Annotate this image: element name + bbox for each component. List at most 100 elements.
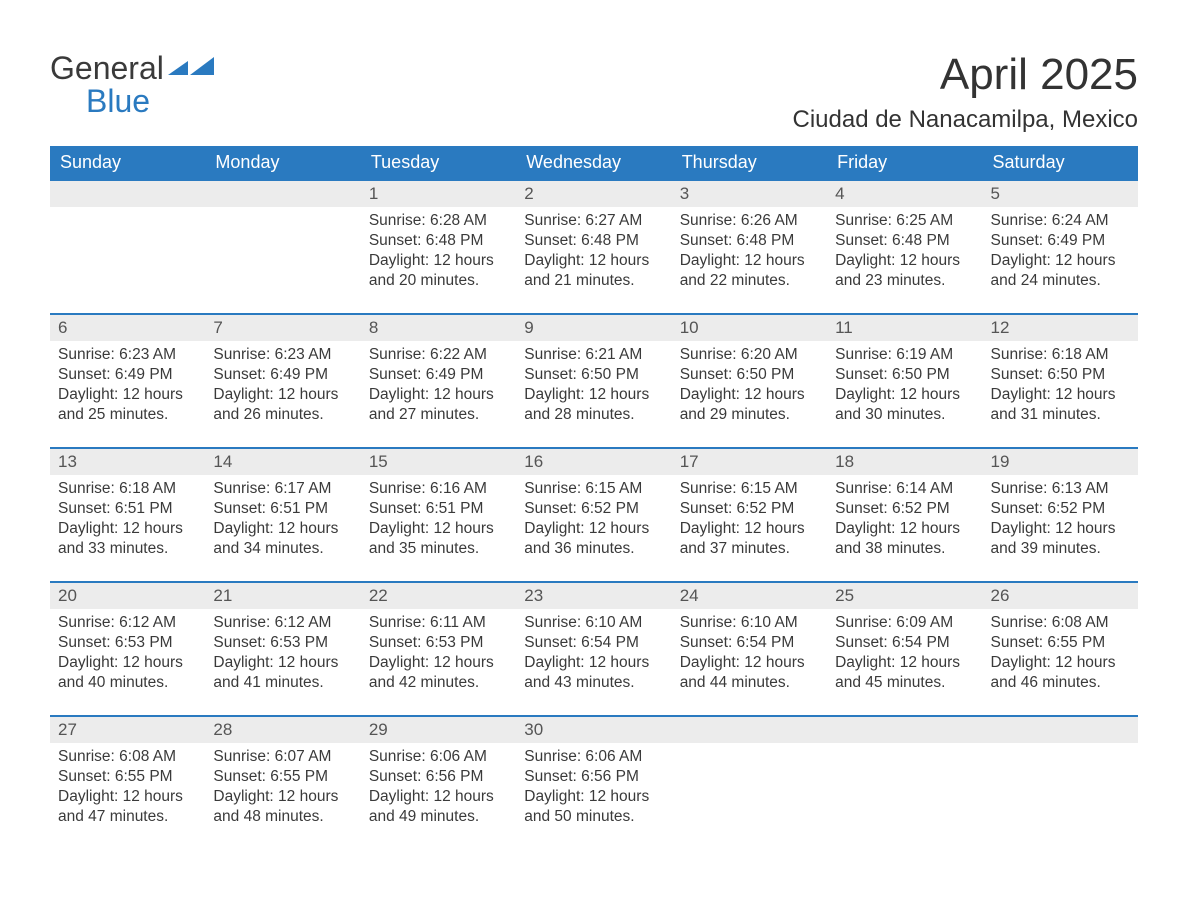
daylight-line: Daylight: 12 hours and 23 minutes. <box>835 251 974 291</box>
weekday-header: Thursday <box>672 146 827 179</box>
day-details: Sunrise: 6:23 AMSunset: 6:49 PMDaylight:… <box>205 341 360 434</box>
day-number-bar: 16 <box>516 447 671 475</box>
day-number-bar: 22 <box>361 581 516 609</box>
sunset-line: Sunset: 6:49 PM <box>58 365 197 385</box>
sunset-line: Sunset: 6:49 PM <box>991 231 1130 251</box>
daylight-line: Daylight: 12 hours and 44 minutes. <box>680 653 819 693</box>
calendar-body: 1Sunrise: 6:28 AMSunset: 6:48 PMDaylight… <box>50 179 1138 849</box>
daylight-line: Daylight: 12 hours and 34 minutes. <box>213 519 352 559</box>
sunrise-line: Sunrise: 6:25 AM <box>835 211 974 231</box>
calendar-cell: 1Sunrise: 6:28 AMSunset: 6:48 PMDaylight… <box>361 179 516 313</box>
day-number-bar: 29 <box>361 715 516 743</box>
daylight-line: Daylight: 12 hours and 24 minutes. <box>991 251 1130 291</box>
day-details: Sunrise: 6:13 AMSunset: 6:52 PMDaylight:… <box>983 475 1138 568</box>
calendar-cell: 29Sunrise: 6:06 AMSunset: 6:56 PMDayligh… <box>361 715 516 849</box>
daylight-line: Daylight: 12 hours and 27 minutes. <box>369 385 508 425</box>
daylight-line: Daylight: 12 hours and 28 minutes. <box>524 385 663 425</box>
calendar-cell <box>50 179 205 313</box>
sunrise-line: Sunrise: 6:07 AM <box>213 747 352 767</box>
daylight-line: Daylight: 12 hours and 49 minutes. <box>369 787 508 827</box>
day-number-bar: 18 <box>827 447 982 475</box>
daylight-line: Daylight: 12 hours and 20 minutes. <box>369 251 508 291</box>
calendar-row: 1Sunrise: 6:28 AMSunset: 6:48 PMDaylight… <box>50 179 1138 313</box>
calendar-cell: 10Sunrise: 6:20 AMSunset: 6:50 PMDayligh… <box>672 313 827 447</box>
sunset-line: Sunset: 6:53 PM <box>369 633 508 653</box>
sunrise-line: Sunrise: 6:28 AM <box>369 211 508 231</box>
day-details: Sunrise: 6:21 AMSunset: 6:50 PMDaylight:… <box>516 341 671 434</box>
day-details: Sunrise: 6:27 AMSunset: 6:48 PMDaylight:… <box>516 207 671 300</box>
sunset-line: Sunset: 6:50 PM <box>991 365 1130 385</box>
day-details: Sunrise: 6:25 AMSunset: 6:48 PMDaylight:… <box>827 207 982 300</box>
sunset-line: Sunset: 6:49 PM <box>369 365 508 385</box>
page-header: General Blue April 2025 Ciudad de Nanaca… <box>50 50 1138 134</box>
sunrise-line: Sunrise: 6:11 AM <box>369 613 508 633</box>
sunrise-line: Sunrise: 6:27 AM <box>524 211 663 231</box>
day-number-bar: 10 <box>672 313 827 341</box>
day-details: Sunrise: 6:20 AMSunset: 6:50 PMDaylight:… <box>672 341 827 434</box>
calendar-cell: 30Sunrise: 6:06 AMSunset: 6:56 PMDayligh… <box>516 715 671 849</box>
day-details: Sunrise: 6:08 AMSunset: 6:55 PMDaylight:… <box>50 743 205 836</box>
day-number-bar: 17 <box>672 447 827 475</box>
calendar-cell: 20Sunrise: 6:12 AMSunset: 6:53 PMDayligh… <box>50 581 205 715</box>
day-details: Sunrise: 6:10 AMSunset: 6:54 PMDaylight:… <box>516 609 671 702</box>
sunset-line: Sunset: 6:55 PM <box>991 633 1130 653</box>
sunrise-line: Sunrise: 6:10 AM <box>524 613 663 633</box>
calendar-cell: 24Sunrise: 6:10 AMSunset: 6:54 PMDayligh… <box>672 581 827 715</box>
daylight-line: Daylight: 12 hours and 31 minutes. <box>991 385 1130 425</box>
daylight-line: Daylight: 12 hours and 35 minutes. <box>369 519 508 559</box>
sunset-line: Sunset: 6:56 PM <box>524 767 663 787</box>
sunset-line: Sunset: 6:48 PM <box>369 231 508 251</box>
daylight-line: Daylight: 12 hours and 45 minutes. <box>835 653 974 693</box>
calendar-cell: 22Sunrise: 6:11 AMSunset: 6:53 PMDayligh… <box>361 581 516 715</box>
calendar-cell: 18Sunrise: 6:14 AMSunset: 6:52 PMDayligh… <box>827 447 982 581</box>
day-number-bar <box>983 715 1138 743</box>
sunrise-line: Sunrise: 6:14 AM <box>835 479 974 499</box>
sunset-line: Sunset: 6:55 PM <box>213 767 352 787</box>
day-number-bar: 8 <box>361 313 516 341</box>
day-number-bar: 28 <box>205 715 360 743</box>
day-details: Sunrise: 6:19 AMSunset: 6:50 PMDaylight:… <box>827 341 982 434</box>
daylight-line: Daylight: 12 hours and 29 minutes. <box>680 385 819 425</box>
daylight-line: Daylight: 12 hours and 22 minutes. <box>680 251 819 291</box>
sunset-line: Sunset: 6:51 PM <box>369 499 508 519</box>
sunrise-line: Sunrise: 6:17 AM <box>213 479 352 499</box>
day-details: Sunrise: 6:18 AMSunset: 6:50 PMDaylight:… <box>983 341 1138 434</box>
daylight-line: Daylight: 12 hours and 39 minutes. <box>991 519 1130 559</box>
day-number-bar: 7 <box>205 313 360 341</box>
day-details: Sunrise: 6:12 AMSunset: 6:53 PMDaylight:… <box>205 609 360 702</box>
day-details: Sunrise: 6:26 AMSunset: 6:48 PMDaylight:… <box>672 207 827 300</box>
day-details: Sunrise: 6:18 AMSunset: 6:51 PMDaylight:… <box>50 475 205 568</box>
day-number-bar: 19 <box>983 447 1138 475</box>
day-details: Sunrise: 6:22 AMSunset: 6:49 PMDaylight:… <box>361 341 516 434</box>
day-details: Sunrise: 6:06 AMSunset: 6:56 PMDaylight:… <box>516 743 671 836</box>
day-details: Sunrise: 6:10 AMSunset: 6:54 PMDaylight:… <box>672 609 827 702</box>
calendar-cell: 12Sunrise: 6:18 AMSunset: 6:50 PMDayligh… <box>983 313 1138 447</box>
sunset-line: Sunset: 6:48 PM <box>524 231 663 251</box>
weekday-header: Tuesday <box>361 146 516 179</box>
sunset-line: Sunset: 6:54 PM <box>680 633 819 653</box>
calendar-cell: 7Sunrise: 6:23 AMSunset: 6:49 PMDaylight… <box>205 313 360 447</box>
daylight-line: Daylight: 12 hours and 46 minutes. <box>991 653 1130 693</box>
calendar-table: SundayMondayTuesdayWednesdayThursdayFrid… <box>50 146 1138 849</box>
calendar-cell: 5Sunrise: 6:24 AMSunset: 6:49 PMDaylight… <box>983 179 1138 313</box>
day-number-bar: 11 <box>827 313 982 341</box>
daylight-line: Daylight: 12 hours and 25 minutes. <box>58 385 197 425</box>
sunset-line: Sunset: 6:54 PM <box>524 633 663 653</box>
brand-text-2: Blue <box>86 83 214 120</box>
weekday-header: Sunday <box>50 146 205 179</box>
weekday-header: Friday <box>827 146 982 179</box>
day-details: Sunrise: 6:24 AMSunset: 6:49 PMDaylight:… <box>983 207 1138 300</box>
day-number-bar: 12 <box>983 313 1138 341</box>
sunset-line: Sunset: 6:49 PM <box>213 365 352 385</box>
calendar-cell <box>205 179 360 313</box>
calendar-cell: 2Sunrise: 6:27 AMSunset: 6:48 PMDaylight… <box>516 179 671 313</box>
sunset-line: Sunset: 6:52 PM <box>835 499 974 519</box>
sunset-line: Sunset: 6:53 PM <box>58 633 197 653</box>
sunrise-line: Sunrise: 6:18 AM <box>58 479 197 499</box>
calendar-cell <box>672 715 827 849</box>
day-number-bar <box>205 179 360 207</box>
calendar-row: 27Sunrise: 6:08 AMSunset: 6:55 PMDayligh… <box>50 715 1138 849</box>
calendar-row: 13Sunrise: 6:18 AMSunset: 6:51 PMDayligh… <box>50 447 1138 581</box>
location-subtitle: Ciudad de Nanacamilpa, Mexico <box>792 106 1138 134</box>
day-number-bar: 3 <box>672 179 827 207</box>
